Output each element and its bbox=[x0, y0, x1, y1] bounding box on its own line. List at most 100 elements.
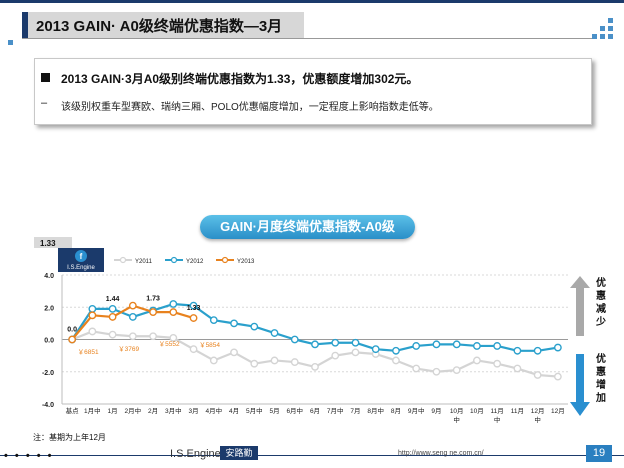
series-point-y2011 bbox=[452, 366, 461, 375]
arrows-svg bbox=[570, 276, 590, 416]
series-point-y2013 bbox=[108, 313, 117, 321]
series-point-y2011 bbox=[351, 348, 360, 357]
value-box bbox=[34, 237, 72, 248]
series-point-y2011 bbox=[290, 358, 299, 366]
series-point-y2011 bbox=[128, 332, 137, 341]
series-point-y2011 bbox=[493, 359, 502, 368]
x-tick-label: 3月 bbox=[188, 407, 198, 415]
x-tick-label: 1月中 bbox=[84, 406, 101, 415]
x-tick-label: 12月 bbox=[551, 407, 565, 415]
x-tick-label: 4月中 bbox=[205, 406, 222, 415]
series-point-y2011 bbox=[88, 327, 97, 336]
chart-plot: 4.0 2.0 0.0 -2.0 -4.0 基点 1月中 1月 2月中 2月 3月中 3月 4月中 4月 5… bbox=[42, 256, 568, 424]
footer-divider bbox=[0, 455, 624, 456]
series-point-y2012 bbox=[371, 345, 380, 354]
series-point-y2012 bbox=[209, 316, 218, 325]
series-point-y2011 bbox=[311, 363, 319, 371]
down-arrow-icon bbox=[570, 354, 590, 416]
series-point-y2011 bbox=[392, 356, 400, 365]
price-label: ￥3769 bbox=[118, 345, 139, 353]
series-point-y2013 bbox=[189, 314, 198, 322]
footer-url: http://www.seng ne.com.cn/ bbox=[398, 450, 484, 457]
logo-glyph-icon: f bbox=[80, 252, 83, 261]
series-point-y2011 bbox=[230, 348, 238, 357]
series-point-y2011 bbox=[533, 371, 542, 379]
x-tick-label: 7月 bbox=[350, 407, 360, 415]
up-label-char: 优 bbox=[596, 278, 606, 289]
series-point-y2012 bbox=[250, 322, 259, 331]
x-tick-label: 8月 bbox=[391, 407, 401, 415]
down-arrow-label: 优 惠 增 加 bbox=[595, 353, 607, 405]
corner-square-icon bbox=[8, 40, 13, 45]
x-tick-label: 基点 bbox=[66, 406, 80, 415]
up-label-char: 减 bbox=[596, 304, 606, 315]
page-title: 2013 GAIN· A0级终端优惠指数—3月 bbox=[36, 18, 283, 35]
series-point-y2012 bbox=[392, 346, 400, 355]
price-label: ￥6851 bbox=[78, 348, 99, 356]
price-label: ￥5854 bbox=[199, 341, 220, 349]
x-tick-label: 9月 bbox=[431, 407, 441, 415]
x-tick-label: 1月 bbox=[108, 407, 118, 415]
x-tick-label: 2月 bbox=[148, 407, 158, 415]
series-point-y2012 bbox=[230, 319, 238, 328]
series-point-y2011 bbox=[270, 356, 279, 365]
series-point-y2011 bbox=[331, 351, 340, 360]
legend-marker bbox=[170, 256, 178, 264]
logo-circle-icon bbox=[75, 250, 87, 262]
series-point-y2013 bbox=[68, 335, 77, 344]
x-tick-label: 2月中 bbox=[125, 406, 142, 415]
legend-label: Y2013 bbox=[237, 259, 255, 265]
series-point-y2013 bbox=[169, 308, 178, 316]
series-point-y2012 bbox=[513, 346, 522, 355]
up-arrow-icon bbox=[570, 276, 590, 336]
series-point-y2012 bbox=[88, 304, 97, 313]
series-point-y2013 bbox=[88, 311, 97, 320]
x-tick-label: 10月 bbox=[470, 407, 484, 415]
corner-square-icon bbox=[608, 26, 613, 31]
series-point-y2012 bbox=[432, 340, 441, 349]
title-bar bbox=[22, 12, 304, 38]
series-point-y2011 bbox=[209, 356, 218, 365]
header-divider bbox=[22, 38, 597, 39]
title-tab bbox=[22, 12, 28, 38]
x-tick-label: 4月 bbox=[229, 407, 239, 415]
y-tick-label: 0.0 bbox=[44, 338, 54, 345]
x-tick-label: 9月中 bbox=[408, 406, 425, 415]
corner-square-icon bbox=[600, 26, 605, 31]
up-label-char: 惠 bbox=[596, 291, 606, 302]
summary-box: 2013 GAIN·3月A0级别终端优惠指数为1.33，优惠额度增加302元。 … bbox=[34, 58, 592, 125]
series-point-y2011 bbox=[412, 364, 421, 373]
series-point-y2012 bbox=[452, 340, 461, 349]
x-tick-label: 12月中 bbox=[531, 407, 545, 424]
legend-marker bbox=[119, 256, 127, 264]
top-accent-bar bbox=[0, 0, 624, 3]
down-label-char: 加 bbox=[596, 393, 606, 404]
down-label-char: 惠 bbox=[596, 367, 606, 378]
x-tick-label: 8月中 bbox=[367, 406, 384, 415]
footer-brand: I.S.Engine bbox=[170, 448, 221, 460]
series-point-y2012 bbox=[128, 313, 137, 321]
series-point-y2011 bbox=[432, 367, 441, 376]
corner-square-icon bbox=[600, 34, 605, 39]
x-tick-label: 7月中 bbox=[327, 406, 344, 415]
price-label: ￥5552 bbox=[159, 340, 180, 348]
legend-label: Y2012 bbox=[186, 259, 204, 265]
corner-square-icon bbox=[608, 34, 613, 39]
data-label: 1.33 bbox=[187, 305, 201, 312]
series-point-y2011 bbox=[553, 372, 562, 381]
summary-sub-text: 该级别权重车型赛欧、瑞纳三厢、POLO优惠幅度增加，一定程度上影响指数走低等。 bbox=[61, 102, 439, 113]
series-point-y2013 bbox=[149, 308, 157, 316]
series-point-y2011 bbox=[513, 364, 522, 373]
chart-title-banner: GAIN·月度终端优惠指数-A0级 bbox=[200, 215, 415, 239]
corner-square-icon bbox=[592, 34, 597, 39]
series-point-y2012 bbox=[533, 346, 542, 355]
x-tick-label: 11月中 bbox=[491, 407, 504, 424]
series-point-y2012 bbox=[290, 335, 299, 344]
corner-square-icon bbox=[608, 18, 613, 23]
up-arrow-label: 优 惠 减 少 bbox=[595, 277, 607, 329]
x-tick-label: 6月中 bbox=[286, 406, 303, 415]
legend-label: Y2011 bbox=[135, 259, 153, 265]
series-point-y2012 bbox=[412, 342, 421, 350]
series-point-y2012 bbox=[270, 329, 279, 337]
